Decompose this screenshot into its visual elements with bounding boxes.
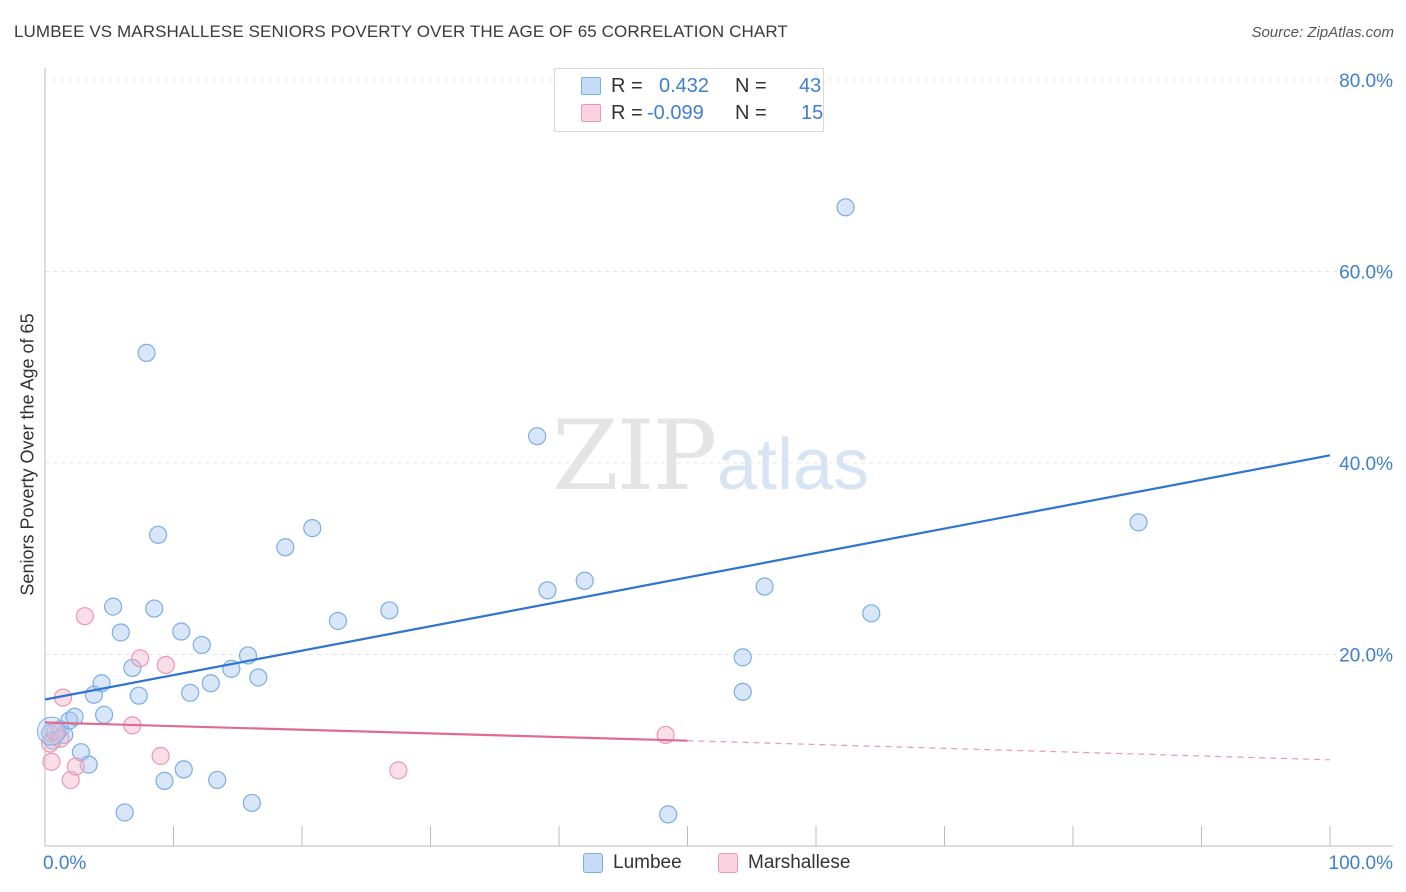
data-point-lumbee	[174, 760, 193, 779]
legend-n-value: 15	[801, 101, 824, 124]
y-tick-label: 20.0%	[1339, 646, 1393, 667]
data-point-marshallese	[61, 770, 80, 790]
x-tick-label: 0.0%	[43, 853, 86, 874]
data-point-lumbee	[155, 771, 174, 790]
data-point-lumbee	[303, 519, 322, 538]
data-point-marshallese	[156, 655, 175, 675]
data-point-lumbee	[115, 803, 134, 822]
data-point-marshallese	[42, 752, 61, 771]
y-tick-label: 60.0%	[1339, 263, 1393, 284]
watermark-zip: ZIP	[552, 400, 717, 512]
data-point-lumbee	[249, 668, 268, 687]
legend-swatch-lumbee	[581, 77, 601, 95]
data-point-lumbee	[538, 581, 557, 600]
data-point-lumbee	[129, 686, 148, 705]
data-point-marshallese	[75, 607, 94, 626]
legend-n-value: 43	[799, 74, 822, 97]
legend-r-label: R =	[611, 74, 643, 97]
data-point-lumbee	[65, 707, 84, 726]
data-point-lumbee	[328, 611, 348, 631]
data-point-lumbee	[181, 683, 200, 702]
bottom-legend-label-marshallese: Marshallese	[748, 852, 851, 873]
watermark-atlas: atlas	[717, 425, 870, 505]
trend-line-marshallese	[44, 721, 688, 742]
data-point-lumbee	[733, 682, 752, 701]
data-point-lumbee	[755, 577, 774, 596]
data-point-lumbee	[380, 601, 399, 620]
data-point-lumbee	[276, 538, 295, 557]
legend-r-value: 0.432	[659, 74, 710, 97]
data-point-lumbee	[733, 648, 752, 667]
bottom-legend-swatch-lumbee	[583, 853, 603, 873]
bottom-legend-lumbee: Lumbee	[583, 852, 682, 874]
data-point-lumbee	[836, 198, 855, 217]
data-point-lumbee	[137, 343, 156, 362]
legend-n-label: N =	[735, 101, 767, 124]
data-point-lumbee	[1129, 513, 1148, 532]
data-point-marshallese	[151, 746, 170, 766]
legend-n-label: N =	[735, 74, 767, 97]
data-point-lumbee	[104, 597, 123, 616]
legend-swatch-marshallese	[581, 104, 601, 122]
data-point-lumbee	[123, 658, 142, 678]
data-point-marshallese	[66, 757, 85, 776]
data-point-marshallese	[130, 649, 150, 668]
bottom-legend-label-lumbee: Lumbee	[613, 852, 682, 873]
chart-title: LUMBEE VS MARSHALLESE SENIORS POVERTY OV…	[14, 22, 788, 41]
legend-r-label: R =	[611, 101, 643, 124]
source-label: Source: ZipAtlas.com	[1251, 24, 1394, 41]
y-tick-label: 40.0%	[1339, 454, 1393, 475]
data-point-lumbee	[172, 622, 191, 641]
data-point-lumbee	[192, 635, 211, 655]
data-point-lumbee	[208, 770, 227, 790]
data-point-lumbee	[575, 571, 594, 590]
trend-line-dashed-marshallese	[687, 740, 1331, 761]
bottom-legend-swatch-marshallese	[718, 853, 738, 873]
data-point-lumbee	[659, 805, 678, 824]
data-point-lumbee	[111, 623, 130, 642]
data-point-lumbee	[242, 793, 261, 813]
data-point-lumbee	[862, 604, 881, 623]
data-point-lumbee	[528, 427, 547, 446]
data-point-lumbee	[145, 599, 164, 618]
data-point-marshallese	[389, 761, 408, 780]
data-point-lumbee	[148, 525, 168, 544]
data-point-lumbee	[201, 674, 220, 693]
y-axis-label: Seniors Poverty Over the Age of 65	[17, 313, 38, 596]
y-tick-label: 80.0%	[1339, 71, 1393, 92]
data-point-cluster	[36, 716, 66, 746]
trend-line-lumbee	[44, 454, 1331, 701]
x-tick-label: 100.0%	[1329, 853, 1394, 874]
data-point-lumbee	[95, 705, 114, 724]
bottom-legend-marshallese: Marshallese	[718, 852, 850, 874]
legend-r-value: -0.099	[647, 101, 704, 124]
stats-legend: R = 0.432 N = 43 R = -0.099 N = 15	[554, 68, 824, 132]
